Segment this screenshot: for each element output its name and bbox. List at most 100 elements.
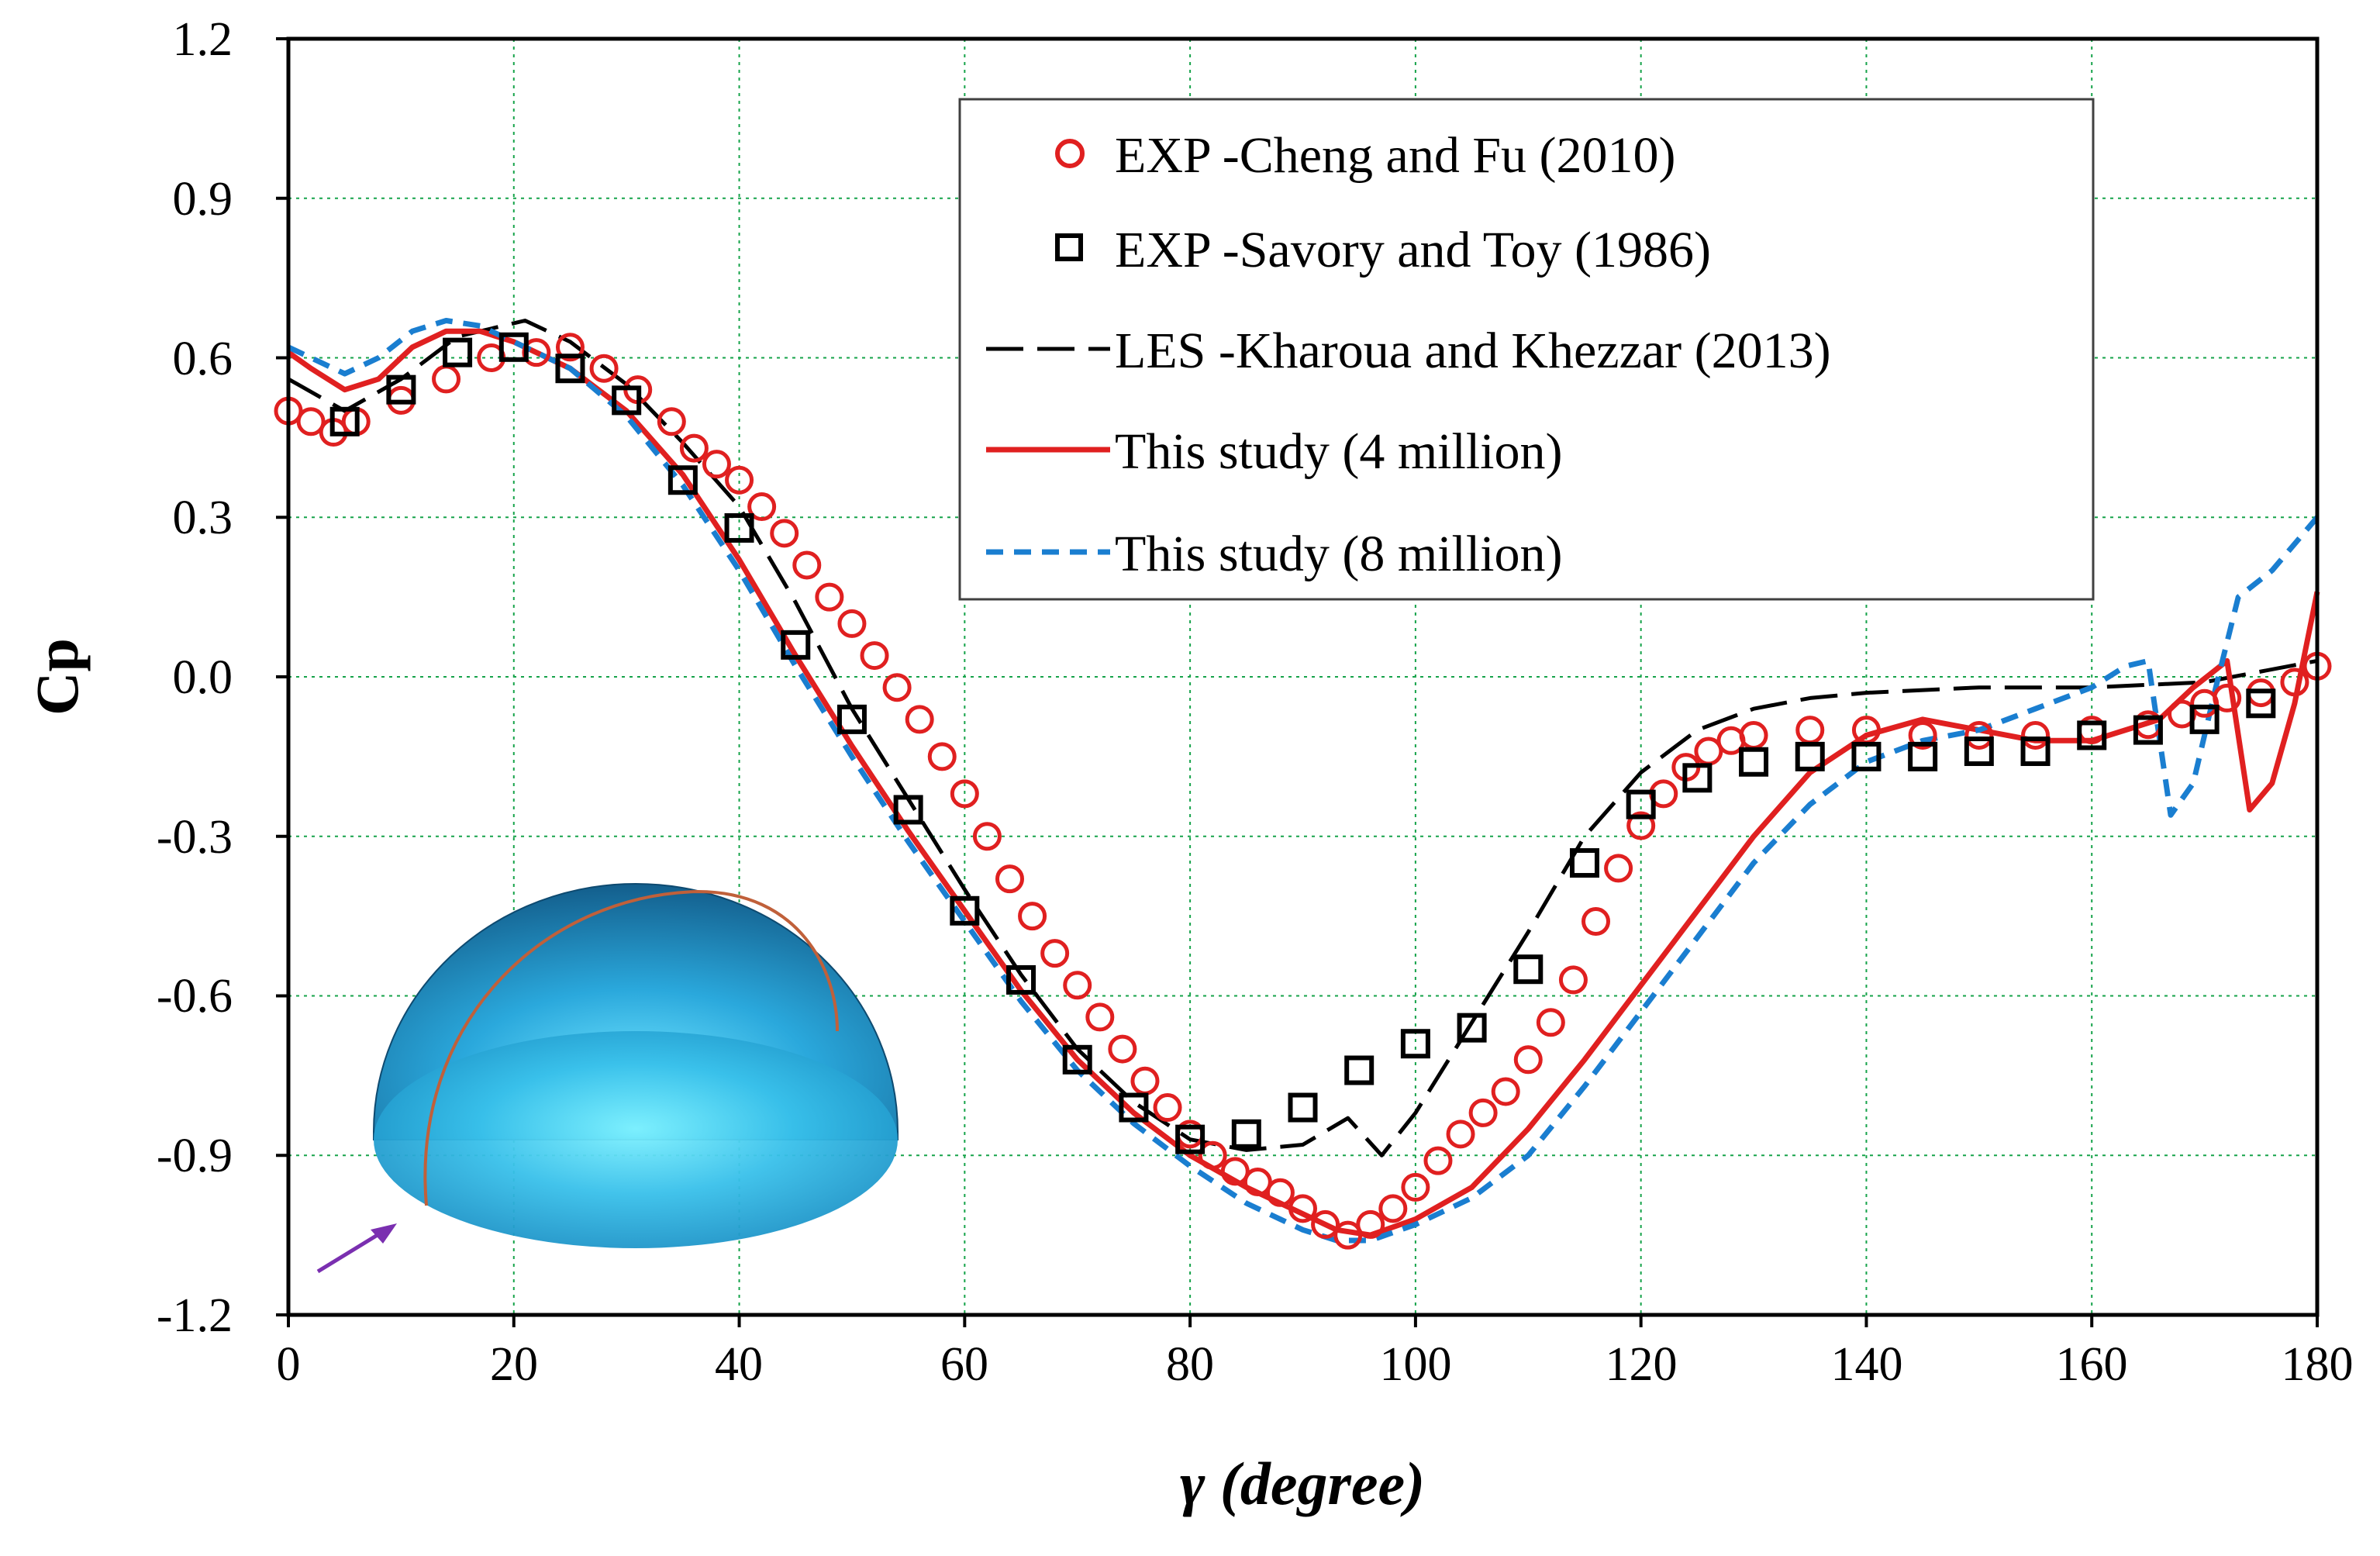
point-exp-savory-and-toy-1986 (1457, 1013, 1487, 1043)
wind-arrow-icon (316, 1229, 385, 1274)
point-exp-savory-and-toy-1986 (1569, 848, 1599, 878)
y-tick-label: 1.2 (173, 13, 233, 66)
point-exp-cheng-and-fu-2010 (1311, 1209, 1340, 1239)
point-exp-savory-and-toy-1986 (1119, 1092, 1149, 1123)
y-tick-label: -0.6 (157, 970, 233, 1023)
x-tick-label: 0 (277, 1338, 301, 1391)
point-exp-savory-and-toy-1986 (667, 465, 698, 495)
point-exp-savory-and-toy-1986 (1908, 741, 1938, 771)
series-markers (274, 332, 2332, 1250)
point-exp-cheng-and-fu-2010 (1220, 1157, 1250, 1186)
tick-marks (276, 37, 2319, 1327)
hemisphere-inset (316, 883, 899, 1274)
point-exp-cheng-and-fu-2010 (1288, 1194, 1317, 1223)
point-exp-savory-and-toy-1986 (1795, 741, 1825, 771)
point-exp-savory-and-toy-1986 (1400, 1029, 1430, 1059)
point-exp-cheng-and-fu-2010 (1018, 902, 1047, 931)
point-exp-savory-and-toy-1986 (1062, 1044, 1092, 1075)
point-exp-cheng-and-fu-2010 (1468, 1098, 1498, 1127)
point-exp-cheng-and-fu-2010 (1108, 1034, 1137, 1064)
point-exp-savory-and-toy-1986 (1851, 741, 1882, 771)
y-tick-label: -0.3 (157, 811, 233, 864)
point-exp-cheng-and-fu-2010 (1491, 1077, 1520, 1106)
point-exp-savory-and-toy-1986 (329, 406, 360, 436)
point-exp-cheng-and-fu-2010 (2280, 668, 2309, 697)
point-exp-cheng-and-fu-2010 (770, 519, 799, 548)
point-exp-cheng-and-fu-2010 (1581, 906, 1611, 936)
point-exp-cheng-and-fu-2010 (1356, 1209, 1385, 1239)
point-exp-cheng-and-fu-2010 (1908, 720, 1937, 750)
point-exp-savory-and-toy-1986 (2077, 720, 2107, 750)
wind-arrow-head-icon (371, 1223, 397, 1244)
point-exp-cheng-and-fu-2010 (1378, 1194, 1408, 1223)
point-exp-savory-and-toy-1986 (1344, 1055, 1375, 1085)
point-exp-cheng-and-fu-2010 (905, 705, 934, 734)
point-exp-savory-and-toy-1986 (781, 630, 811, 660)
point-exp-cheng-and-fu-2010 (296, 407, 326, 436)
legend: EXP -Cheng and Fu (2010) EXP -Savory and… (958, 98, 2095, 601)
y-tick-labels: 1.2 0.9 0.6 0.3 0.0 -0.3 -0.6 -0.9 -1.2 (157, 13, 233, 1342)
point-exp-savory-and-toy-1986 (498, 332, 529, 362)
legend-box (958, 98, 2095, 601)
legend-label-exp-savory: EXP -Savory and Toy (1986) (1115, 222, 1711, 278)
point-exp-cheng-and-fu-2010 (2021, 720, 2051, 750)
legend-label-8m: This study (8 million) (1115, 526, 1563, 582)
y-tick-label: 0.0 (173, 651, 233, 704)
point-exp-cheng-and-fu-2010 (1513, 1045, 1543, 1075)
x-tick-label: 160 (2056, 1338, 2128, 1391)
point-exp-cheng-and-fu-2010 (1085, 1002, 1115, 1032)
point-exp-cheng-and-fu-2010 (555, 333, 585, 362)
point-exp-cheng-and-fu-2010 (1446, 1120, 1475, 1149)
point-exp-cheng-and-fu-2010 (1153, 1093, 1182, 1123)
point-exp-savory-and-toy-1986 (1964, 737, 1994, 767)
point-exp-savory-and-toy-1986 (1513, 954, 1544, 985)
legend-marker-exp-cheng (1055, 139, 1085, 168)
point-exp-cheng-and-fu-2010 (747, 492, 777, 522)
y-axis-title: Cp (23, 638, 91, 716)
x-tick-label: 20 (490, 1338, 538, 1391)
y-tick-label: -1.2 (157, 1289, 233, 1342)
point-exp-cheng-and-fu-2010 (837, 609, 867, 638)
point-exp-cheng-and-fu-2010 (1604, 854, 1633, 883)
legend-label-exp-cheng: EXP -Cheng and Fu (2010) (1115, 127, 1676, 184)
y-tick-label: 0.9 (173, 173, 233, 226)
point-exp-cheng-and-fu-2010 (589, 354, 619, 383)
point-exp-cheng-and-fu-2010 (1040, 939, 1070, 968)
x-tick-label: 120 (1606, 1338, 1678, 1391)
x-tick-label: 40 (715, 1338, 763, 1391)
x-tick-labels: 0 20 40 60 80 100 120 140 160 180 (277, 1338, 2354, 1391)
point-exp-cheng-and-fu-2010 (995, 864, 1024, 894)
y-tick-label: -0.9 (157, 1130, 233, 1182)
point-exp-cheng-and-fu-2010 (2213, 683, 2242, 712)
point-exp-savory-and-toy-1986 (386, 374, 416, 405)
point-exp-cheng-and-fu-2010 (725, 465, 754, 495)
point-exp-savory-and-toy-1986 (1739, 747, 1769, 777)
point-exp-savory-and-toy-1986 (2020, 737, 2051, 767)
point-exp-cheng-and-fu-2010 (702, 450, 731, 479)
point-exp-cheng-and-fu-2010 (1423, 1146, 1453, 1175)
x-axis-title: γ (degree) (1180, 1450, 1425, 1517)
y-tick-label: 0.3 (173, 492, 233, 544)
point-exp-cheng-and-fu-2010 (1626, 811, 1656, 840)
point-exp-cheng-and-fu-2010 (815, 582, 844, 612)
point-exp-cheng-and-fu-2010 (1536, 1008, 1565, 1037)
point-exp-cheng-and-fu-2010 (1333, 1220, 1363, 1250)
point-exp-cheng-and-fu-2010 (1401, 1172, 1430, 1202)
point-exp-cheng-and-fu-2010 (860, 641, 889, 671)
hemisphere-base (374, 1031, 898, 1248)
point-exp-savory-and-toy-1986 (612, 385, 642, 416)
point-exp-cheng-and-fu-2010 (1243, 1168, 1272, 1197)
point-exp-cheng-and-fu-2010 (1265, 1178, 1295, 1207)
point-exp-cheng-and-fu-2010 (679, 433, 709, 463)
point-exp-savory-and-toy-1986 (555, 354, 585, 384)
point-exp-savory-and-toy-1986 (724, 512, 754, 543)
x-tick-label: 140 (1831, 1338, 1903, 1391)
point-exp-cheng-and-fu-2010 (950, 779, 979, 809)
point-exp-savory-and-toy-1986 (2246, 688, 2276, 719)
x-tick-label: 60 (940, 1338, 988, 1391)
point-exp-savory-and-toy-1986 (950, 895, 980, 926)
point-exp-cheng-and-fu-2010 (1063, 971, 1092, 1000)
point-exp-cheng-and-fu-2010 (792, 550, 822, 580)
hemisphere-section-line (423, 889, 839, 1206)
